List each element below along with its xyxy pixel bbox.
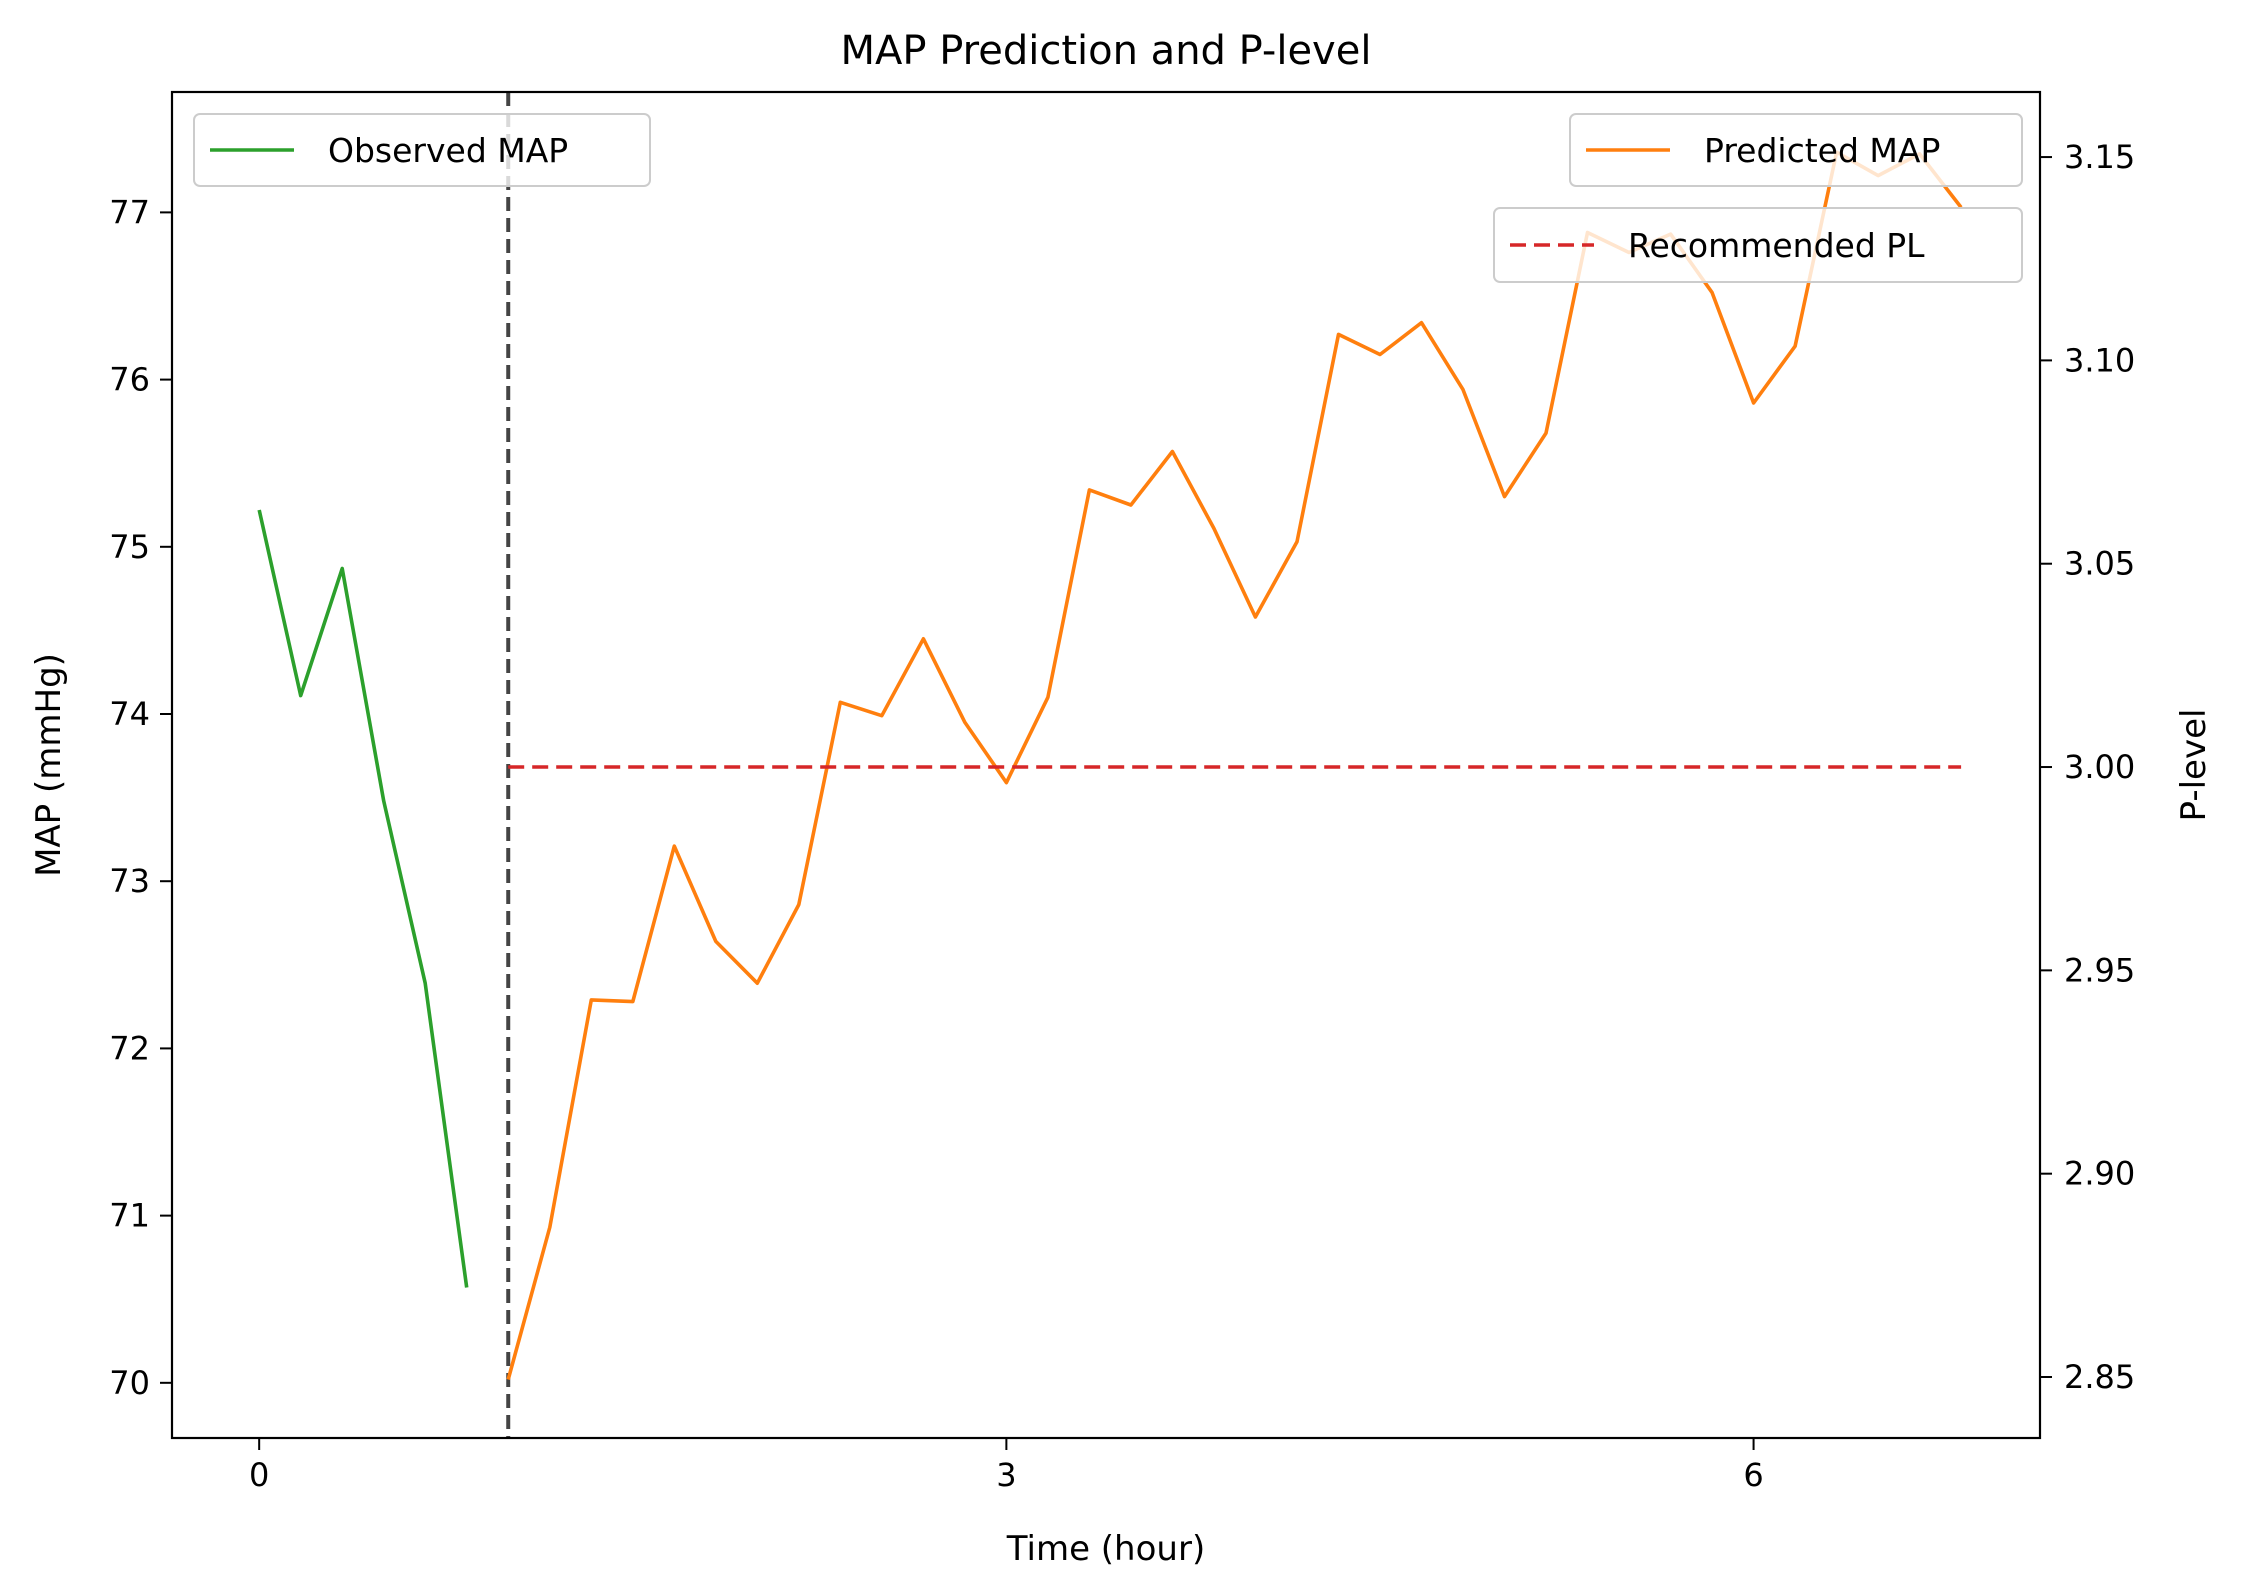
- y2-axis-label: P-level: [2174, 709, 2214, 822]
- plot-frame: [170, 90, 2042, 1440]
- y-tick-label: 77: [109, 193, 150, 231]
- y2-tick-label: 3.05: [2064, 545, 2135, 583]
- y2-tick-label: 3.00: [2064, 748, 2135, 786]
- legend-label: Predicted MAP: [1704, 131, 1940, 170]
- y-tick-label: 75: [109, 528, 150, 566]
- y2-tick-label: 3.15: [2064, 138, 2135, 176]
- y-tick-label: 76: [109, 361, 150, 399]
- series-layer: [257, 92, 1963, 1438]
- x-axis-label: Time (hour): [1006, 1529, 1205, 1569]
- y2-tick-label: 3.10: [2064, 341, 2135, 379]
- series-line-predicted-map: [506, 150, 1963, 1380]
- legend-box: [193, 113, 651, 187]
- legend-left-0: Observed MAP: [193, 113, 651, 187]
- legend-layer: Observed MAP Predicted MAP Recommended PL: [193, 113, 2023, 283]
- y-axis-label: MAP (mmHg): [29, 653, 69, 877]
- x-tick-label: 3: [996, 1456, 1016, 1494]
- y-tick-label: 74: [109, 695, 150, 733]
- legend-label: Recommended PL: [1628, 226, 1925, 265]
- y-tick-label: 71: [109, 1197, 150, 1235]
- series-line-observed-map: [257, 509, 469, 1288]
- y2-tick-label: 2.95: [2064, 951, 2135, 989]
- x-tick-label: 0: [249, 1456, 269, 1494]
- y2-tick-label: 2.90: [2064, 1155, 2135, 1193]
- y-tick-label: 72: [109, 1029, 150, 1067]
- legend-right-0: Predicted MAP: [1569, 113, 2023, 187]
- legend-box: [1493, 207, 2023, 283]
- chart-title: MAP Prediction and P-level: [841, 28, 1372, 74]
- ticks-layer: 0 3 6 70 71 72 73 74 75 76 77 2.85 2.90 2.95 3.00 3.05 3…: [109, 138, 2135, 1494]
- legend-box: [1569, 113, 2023, 187]
- y2-tick-label: 2.85: [2064, 1358, 2135, 1396]
- y-tick-label: 73: [109, 862, 150, 900]
- legend-label: Observed MAP: [328, 131, 568, 170]
- y-tick-label: 70: [109, 1364, 150, 1402]
- x-tick-label: 6: [1743, 1456, 1763, 1494]
- legend-right-1: Recommended PL: [1493, 207, 2023, 283]
